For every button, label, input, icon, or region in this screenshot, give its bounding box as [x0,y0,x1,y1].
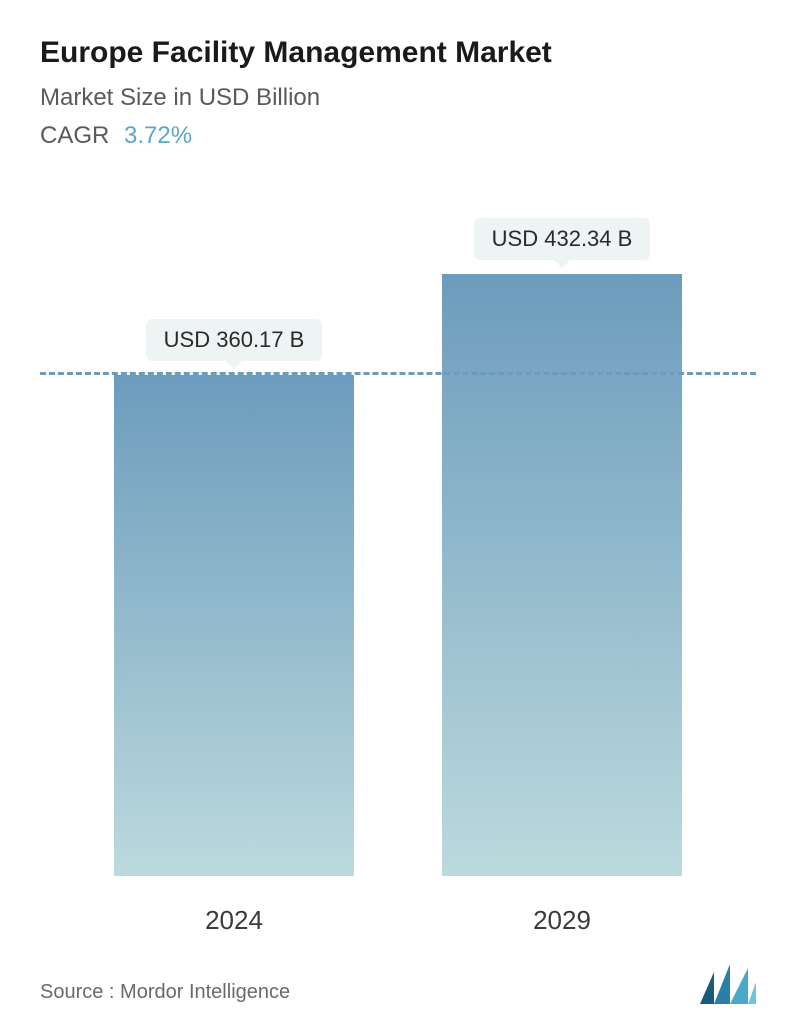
x-axis-label: 2024 [104,905,364,936]
bars-wrap: USD 360.17 BUSD 432.34 B [40,236,756,876]
cagr-value: 3.72% [124,122,192,149]
source-text: Source : Mordor Intelligence [40,981,290,1004]
chart-area: USD 360.17 BUSD 432.34 B 20242029 [40,198,756,936]
footer: Source : Mordor Intelligence [40,956,756,1004]
brand-logo-icon [700,964,756,1004]
bar [442,274,682,876]
chart-container: Europe Facility Management Market Market… [0,0,796,1034]
x-axis-label: 2029 [432,905,692,936]
chart-title: Europe Facility Management Market [40,36,756,70]
chart-subtitle: Market Size in USD Billion [40,84,756,112]
bar-group: USD 432.34 B [432,218,692,876]
reference-line [40,372,756,375]
cagr-row: CAGR 3.72% [40,122,756,150]
bar-value-label: USD 432.34 B [474,218,651,260]
bar-group: USD 360.17 B [104,319,364,876]
bar-value-label: USD 360.17 B [146,319,323,361]
bar [114,375,354,876]
x-axis: 2024 2029 [40,905,756,936]
cagr-label: CAGR [40,122,109,149]
